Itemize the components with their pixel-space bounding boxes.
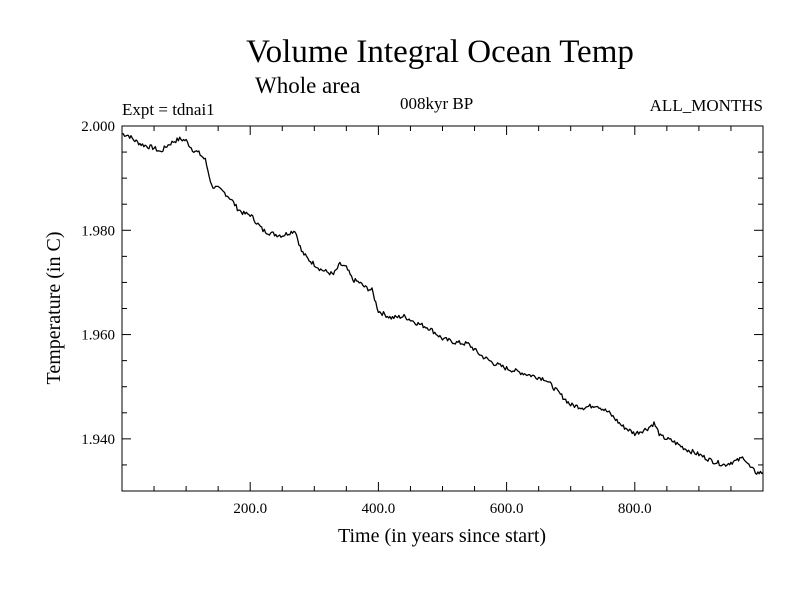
series-layer [121,133,764,475]
axis-ticks [122,126,763,491]
series-line [121,133,764,475]
x-tick-label: 600.0 [490,501,524,517]
y-tick-label: 1.940 [81,432,115,448]
experiment-label: Expt = tdnai1 [122,100,215,119]
months-label: ALL_MONTHS [649,96,763,115]
axis-tick-labels: 200.0 400.0 600.0 800.0 1.940 1.960 1.980 2.000 [81,119,651,517]
x-tick-label: 200.0 [233,501,267,517]
y-axis-label: Temperature (in C) [43,232,65,385]
y-tick-label: 1.980 [81,223,115,239]
chart-subtitle: Whole area [255,73,361,98]
chart-title: Volume Integral Ocean Temp [246,34,634,70]
plot-frame [121,125,764,492]
y-tick-label: 2.000 [81,119,115,135]
period-label: 008kyr BP [400,94,474,113]
y-tick-label: 1.960 [81,328,115,344]
x-tick-label: 400.0 [362,501,396,517]
x-tick-label: 800.0 [618,501,652,517]
x-axis-label: Time (in years since start) [338,525,546,547]
